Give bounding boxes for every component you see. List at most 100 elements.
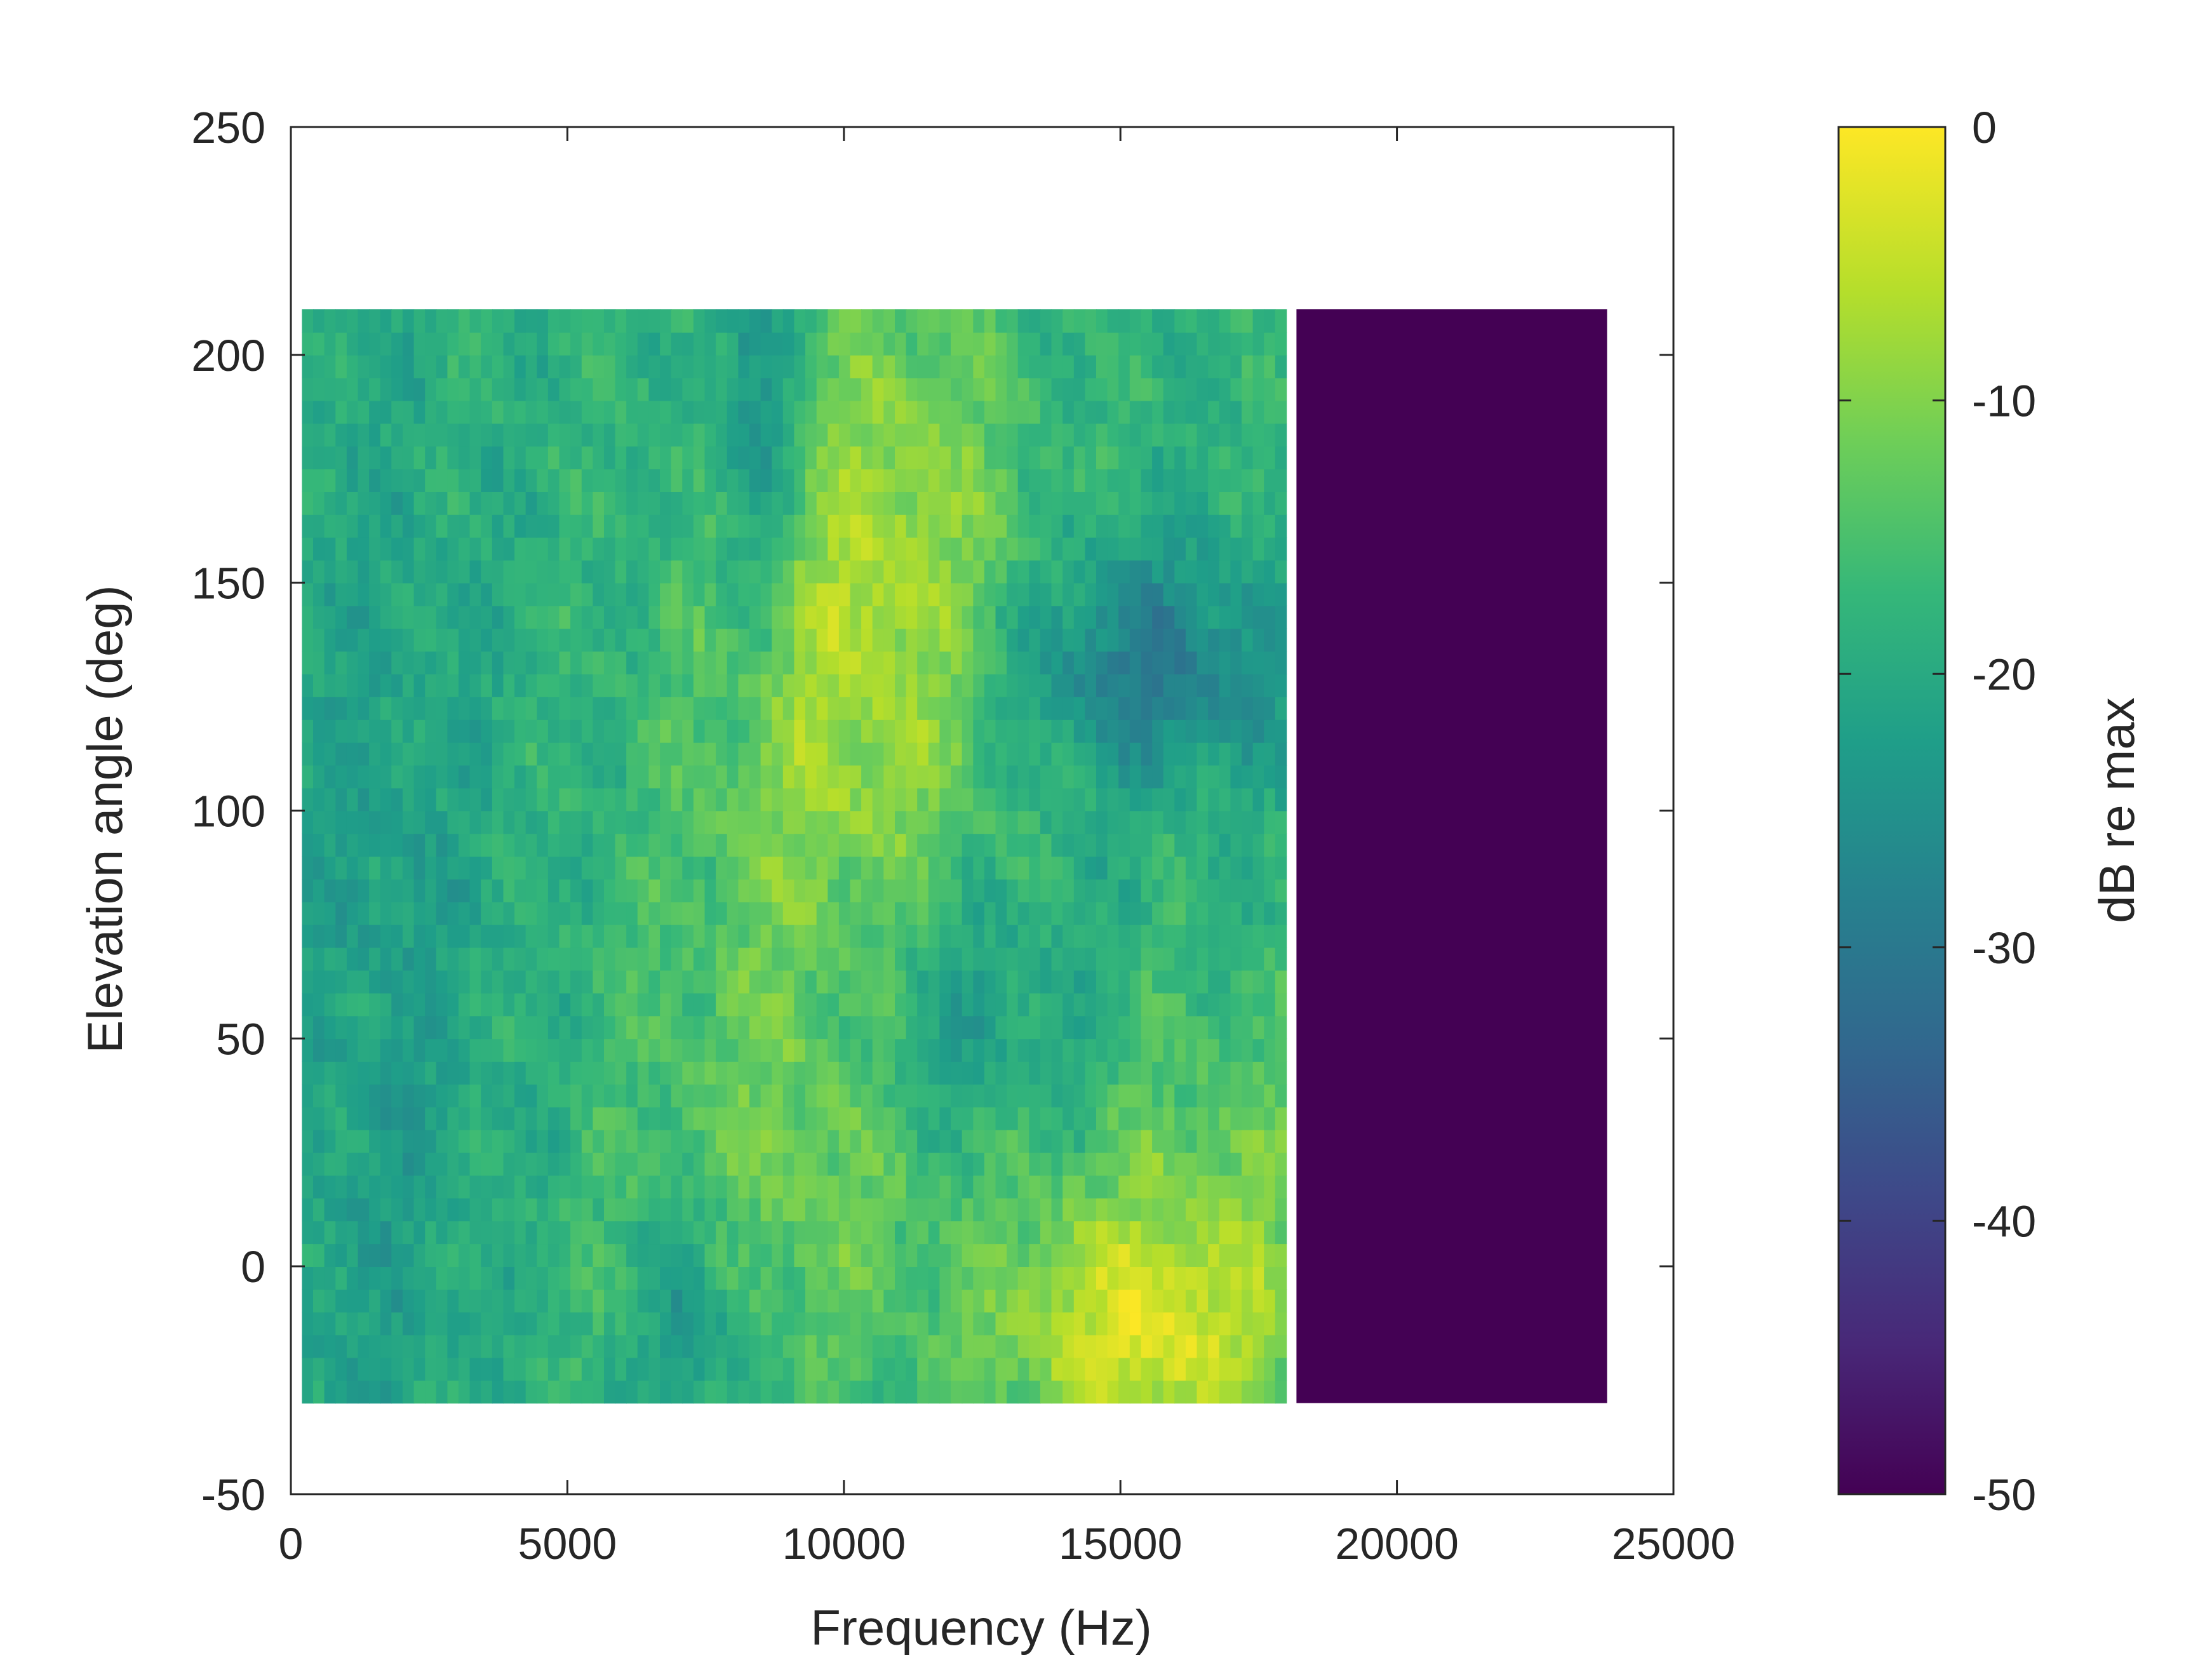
heatmap-cell — [413, 400, 426, 424]
heatmap-cell — [962, 765, 974, 789]
heatmap-cell — [1085, 947, 1097, 971]
heatmap-cell — [559, 537, 571, 561]
heatmap-cell — [1152, 719, 1164, 743]
heatmap-cell — [324, 856, 336, 879]
heatmap-cell — [593, 332, 605, 356]
heatmap-cell — [559, 697, 571, 720]
heatmap-cell — [648, 400, 660, 424]
heatmap-cell — [402, 446, 415, 470]
heatmap-cell — [1062, 902, 1075, 925]
heatmap-cell — [838, 446, 851, 470]
heatmap-cell — [469, 674, 481, 697]
heatmap-cell — [1242, 765, 1254, 789]
heatmap-cell — [1096, 1152, 1108, 1176]
heatmap-cell — [1141, 309, 1153, 333]
heatmap-cell — [973, 1061, 985, 1085]
heatmap-cell — [1264, 537, 1276, 561]
heatmap-cell — [514, 993, 526, 1017]
heatmap-cell — [794, 400, 806, 424]
heatmap-cell — [772, 833, 784, 857]
heatmap-cell — [872, 354, 885, 378]
heatmap-cell — [358, 1311, 370, 1335]
heatmap-cell — [794, 1084, 806, 1107]
heatmap-cell — [459, 582, 471, 606]
heatmap-cell — [962, 628, 974, 652]
heatmap-cell — [1208, 1357, 1220, 1381]
heatmap-cell — [1085, 765, 1097, 789]
heatmap-cell — [716, 559, 728, 584]
heatmap-cell — [581, 1061, 594, 1085]
heatmap-cell — [525, 582, 538, 606]
heatmap-cell — [1264, 1038, 1276, 1062]
heatmap-cell — [917, 787, 929, 812]
heatmap-cell — [917, 1175, 929, 1199]
heatmap-cell — [514, 537, 526, 561]
heatmap-cell — [928, 1334, 941, 1358]
heatmap-cell — [537, 582, 549, 606]
heatmap-cell — [481, 559, 493, 584]
heatmap-cell — [682, 332, 694, 356]
heatmap-cell — [962, 1334, 974, 1358]
heatmap-cell — [928, 514, 941, 538]
heatmap-cell — [369, 902, 381, 925]
heatmap-cell — [459, 1220, 471, 1245]
heatmap-cell — [637, 697, 650, 720]
heatmap-cell — [1096, 970, 1108, 994]
heatmap-cell — [593, 856, 605, 879]
heatmap-cell — [1174, 1107, 1186, 1130]
heatmap-cell — [335, 1061, 347, 1085]
heatmap-cell — [1073, 1289, 1086, 1313]
heatmap-cell — [402, 879, 415, 902]
heatmap-cell — [436, 354, 448, 378]
heatmap-cell — [626, 1357, 638, 1381]
heatmap-cell — [883, 514, 895, 538]
heatmap-cell — [648, 491, 660, 515]
heatmap-cell — [313, 1198, 325, 1222]
heatmap-cell — [626, 719, 638, 743]
heatmap-cell — [1073, 674, 1086, 697]
heatmap-cell — [939, 879, 951, 902]
heatmap-cell — [547, 742, 560, 766]
heatmap-cell — [1073, 1266, 1086, 1290]
heatmap-cell — [1118, 309, 1130, 333]
heatmap-cell — [917, 1084, 929, 1107]
heatmap-cell — [727, 605, 739, 629]
heatmap-cell — [1252, 537, 1264, 561]
heatmap-cell — [626, 400, 638, 424]
heatmap-cell — [313, 674, 325, 697]
heatmap-cell — [1040, 651, 1052, 674]
heatmap-cell — [481, 902, 493, 925]
heatmap-cell — [604, 1334, 616, 1358]
heatmap-cell — [604, 833, 616, 857]
heatmap-cell — [749, 514, 761, 538]
heatmap-cell — [794, 446, 806, 470]
heatmap-cell — [547, 1061, 560, 1085]
heatmap-cell — [358, 719, 370, 743]
heatmap-cell — [1141, 1084, 1153, 1107]
heatmap-cell — [604, 559, 616, 584]
heatmap-cell — [984, 1266, 996, 1290]
heatmap-cell — [1107, 993, 1119, 1017]
heatmap-cell — [995, 1015, 1007, 1040]
heatmap-cell — [514, 1129, 526, 1153]
heatmap-cell — [615, 947, 627, 971]
heatmap-cell — [749, 537, 761, 561]
heatmap-cell — [358, 605, 370, 629]
heatmap-cell — [570, 1084, 582, 1107]
heatmap-cell — [581, 879, 594, 902]
heatmap-cell — [1219, 970, 1231, 994]
heatmap-cell — [626, 993, 638, 1017]
heatmap-cell — [951, 1243, 963, 1267]
heatmap-cell — [1118, 1107, 1130, 1130]
heatmap-cell — [1196, 1289, 1209, 1313]
heatmap-cell — [782, 697, 795, 720]
heatmap-cell — [346, 1175, 359, 1199]
heatmap-cell — [525, 833, 538, 857]
heatmap-cell — [469, 354, 481, 378]
heatmap-cell — [995, 924, 1007, 948]
heatmap-cell — [838, 674, 851, 697]
heatmap-cell — [727, 902, 739, 925]
heatmap-cell — [850, 765, 862, 789]
heatmap-cell — [1185, 582, 1198, 606]
heatmap-cell — [861, 1380, 873, 1404]
